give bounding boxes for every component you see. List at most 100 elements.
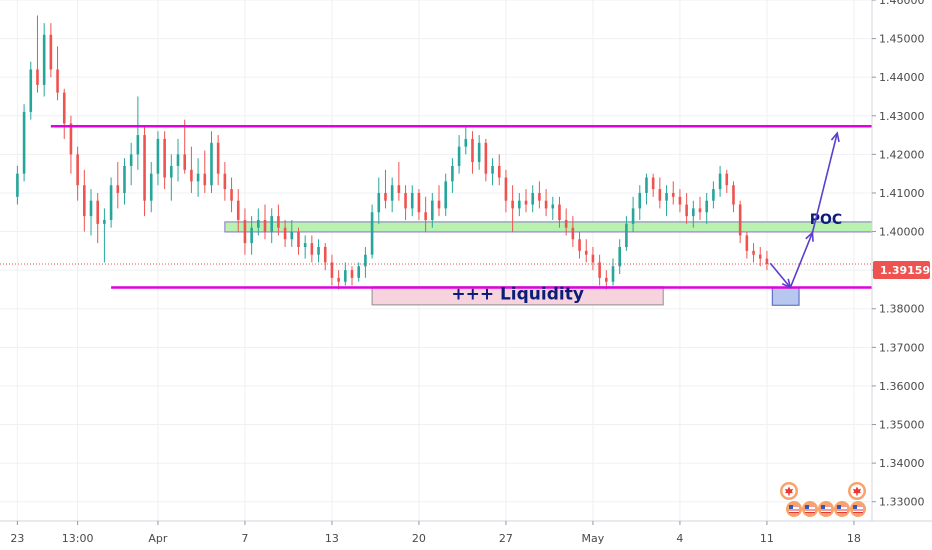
- time-tick-label: 20: [412, 532, 426, 545]
- time-tick-label: 11: [760, 532, 774, 545]
- time-ticks: 23 13:00 Apr 7 13 20 27 May 4 11 18: [10, 521, 861, 545]
- candle-body: [497, 165, 501, 178]
- candle-body: [76, 154, 79, 186]
- price-tick-label: 1.35000: [879, 419, 925, 432]
- candle-body: [618, 246, 622, 267]
- candle-body: [598, 262, 601, 278]
- candle-body: [96, 200, 100, 224]
- candle-body: [698, 208, 702, 213]
- candle-body: [671, 192, 675, 197]
- candle-body: [364, 254, 367, 267]
- candle-body: [538, 192, 541, 201]
- candle-body: [156, 138, 160, 174]
- candle-body: [190, 169, 193, 182]
- candle-body: [424, 212, 427, 220]
- candle-body: [143, 135, 146, 201]
- candle-body: [484, 142, 488, 174]
- current-price-badge: [873, 261, 930, 279]
- candle-body: [210, 142, 213, 186]
- candle-body: [745, 235, 749, 251]
- price-ticks: 1.46000 1.45000 1.44000 1.43000 1.42000 1.410…: [872, 0, 925, 509]
- candle-body: [236, 200, 240, 220]
- price-tick-label: 1.45000: [879, 33, 925, 46]
- price-badge: 1.39159: [873, 261, 930, 279]
- price-tick-label: 1.42000: [879, 148, 925, 161]
- candle-body: [738, 204, 742, 236]
- candle-body: [384, 192, 387, 201]
- candle-body: [658, 189, 662, 201]
- current-price-label: 1.39159: [880, 264, 930, 277]
- time-tick-label: 13:00: [62, 532, 94, 545]
- candle-body: [83, 185, 86, 217]
- candle-body: [36, 69, 39, 85]
- candle-body: [42, 34, 46, 85]
- candle-body: [317, 246, 320, 255]
- price-tick-label: 1.40000: [879, 226, 925, 239]
- candle-body: [216, 142, 220, 174]
- candle-body: [103, 219, 106, 224]
- candle-body: [464, 138, 468, 147]
- candle-body: [123, 165, 126, 193]
- time-tick-label: 27: [499, 532, 513, 545]
- candle-body: [758, 254, 762, 259]
- candle-body: [531, 192, 535, 205]
- price-tick-label: 1.33000: [879, 496, 925, 509]
- candle-body: [732, 185, 735, 205]
- time-tick-label: 4: [676, 532, 683, 545]
- zones: [224, 221, 875, 306]
- time-tick-label: 18: [847, 532, 861, 545]
- candle-body: [638, 192, 642, 209]
- candle-body: [404, 192, 407, 209]
- candle-body: [551, 204, 555, 209]
- projection-arrow-target-head: [830, 131, 840, 143]
- candle-body: [250, 227, 253, 244]
- candle-body: [350, 270, 354, 278]
- candle-body: [170, 165, 173, 178]
- candle-body: [149, 173, 153, 201]
- time-tick-label: 13: [325, 532, 339, 545]
- us-flag-event-icon[interactable]: [818, 501, 834, 517]
- candle-body: [444, 181, 448, 209]
- candle-body: [631, 208, 635, 224]
- candle-body: [243, 219, 247, 244]
- candle-body: [725, 173, 729, 186]
- candle-body: [176, 154, 180, 166]
- canada-flag-event-icon[interactable]: [848, 482, 866, 500]
- time-tick-label: Apr: [148, 532, 168, 545]
- candle-body: [310, 243, 314, 255]
- candle-body: [16, 173, 19, 197]
- candle-body: [397, 185, 401, 193]
- candle-body: [357, 266, 361, 278]
- us-flag-event-icon[interactable]: [850, 501, 866, 517]
- us-flag-event-icon[interactable]: [802, 501, 818, 517]
- candle-body: [712, 189, 715, 201]
- candle-body: [692, 208, 695, 217]
- candle-body: [377, 192, 381, 213]
- projection-arrow-up: [789, 232, 814, 288]
- canada-flag-event-icon[interactable]: [780, 482, 798, 500]
- candle-body: [109, 185, 113, 220]
- candle-body: [558, 204, 561, 220]
- candle-body: [62, 92, 66, 124]
- candle-body: [571, 227, 575, 240]
- time-axis-background: [0, 521, 932, 550]
- poc-label: POC: [810, 212, 842, 228]
- us-flag-event-icon[interactable]: [786, 501, 802, 517]
- candle-body: [136, 135, 140, 155]
- candle-body: [410, 192, 414, 209]
- price-axis-background: [872, 0, 932, 521]
- candle-body: [518, 200, 521, 209]
- candle-body: [203, 173, 207, 186]
- candle-body: [491, 165, 494, 174]
- candle-body: [49, 34, 53, 70]
- candle-body: [116, 185, 120, 193]
- candle-body: [196, 173, 200, 182]
- us-flag-event-icon[interactable]: [834, 501, 850, 517]
- candle-body: [89, 200, 93, 217]
- candle-body: [69, 123, 73, 155]
- price-tick-label: 1.41000: [879, 187, 925, 200]
- candle-body: [230, 189, 233, 201]
- candle-body: [504, 177, 508, 201]
